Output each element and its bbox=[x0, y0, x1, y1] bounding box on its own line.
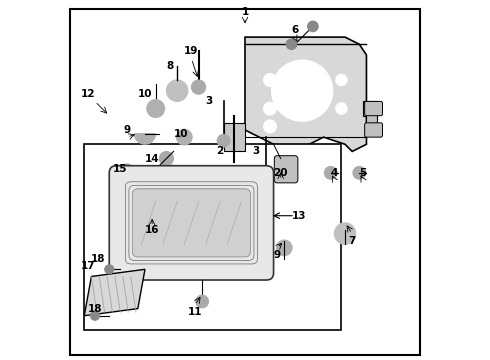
Text: 12: 12 bbox=[80, 89, 95, 99]
Text: 7: 7 bbox=[348, 236, 356, 246]
Text: 3: 3 bbox=[252, 147, 259, 157]
Text: 9: 9 bbox=[273, 250, 281, 260]
Circle shape bbox=[272, 60, 333, 121]
Circle shape bbox=[264, 120, 276, 133]
Text: 11: 11 bbox=[188, 307, 202, 317]
FancyBboxPatch shape bbox=[132, 189, 250, 257]
Text: 18: 18 bbox=[88, 303, 102, 314]
Text: 14: 14 bbox=[145, 154, 159, 163]
Text: 18: 18 bbox=[91, 253, 106, 264]
Circle shape bbox=[104, 265, 114, 274]
Text: 13: 13 bbox=[292, 211, 306, 221]
Text: 9: 9 bbox=[123, 125, 131, 135]
Circle shape bbox=[122, 164, 132, 175]
Text: 19: 19 bbox=[184, 46, 198, 57]
Text: 8: 8 bbox=[167, 61, 173, 71]
Circle shape bbox=[286, 39, 297, 50]
FancyBboxPatch shape bbox=[109, 166, 273, 280]
Text: 20: 20 bbox=[273, 168, 288, 178]
Circle shape bbox=[147, 100, 165, 117]
Circle shape bbox=[192, 80, 206, 94]
Polygon shape bbox=[363, 102, 377, 123]
Circle shape bbox=[324, 166, 337, 179]
FancyBboxPatch shape bbox=[274, 156, 298, 183]
Circle shape bbox=[336, 103, 347, 114]
Text: 1: 1 bbox=[242, 7, 248, 17]
Text: 4: 4 bbox=[331, 168, 338, 178]
Circle shape bbox=[217, 134, 230, 147]
Circle shape bbox=[264, 102, 276, 115]
Text: 15: 15 bbox=[113, 164, 127, 174]
Bar bbox=[84, 144, 342, 330]
Circle shape bbox=[353, 166, 366, 179]
Circle shape bbox=[159, 152, 173, 166]
Circle shape bbox=[264, 73, 276, 86]
Text: 5: 5 bbox=[359, 168, 367, 178]
FancyBboxPatch shape bbox=[365, 123, 383, 137]
Bar bbox=[223, 123, 245, 152]
Circle shape bbox=[276, 240, 292, 256]
Text: 6: 6 bbox=[292, 25, 298, 35]
Text: 2: 2 bbox=[217, 147, 223, 157]
FancyBboxPatch shape bbox=[365, 102, 383, 116]
Circle shape bbox=[176, 129, 192, 145]
Circle shape bbox=[167, 80, 188, 102]
Circle shape bbox=[334, 223, 356, 244]
Wedge shape bbox=[134, 134, 156, 144]
Circle shape bbox=[196, 295, 209, 308]
Text: 16: 16 bbox=[145, 225, 159, 235]
Circle shape bbox=[308, 21, 318, 32]
Text: 17: 17 bbox=[80, 261, 95, 271]
Polygon shape bbox=[84, 269, 145, 316]
Circle shape bbox=[90, 311, 99, 320]
Text: 10: 10 bbox=[173, 129, 188, 139]
Polygon shape bbox=[245, 37, 367, 152]
Circle shape bbox=[336, 74, 347, 86]
Text: 3: 3 bbox=[206, 96, 213, 107]
Text: 10: 10 bbox=[138, 89, 152, 99]
